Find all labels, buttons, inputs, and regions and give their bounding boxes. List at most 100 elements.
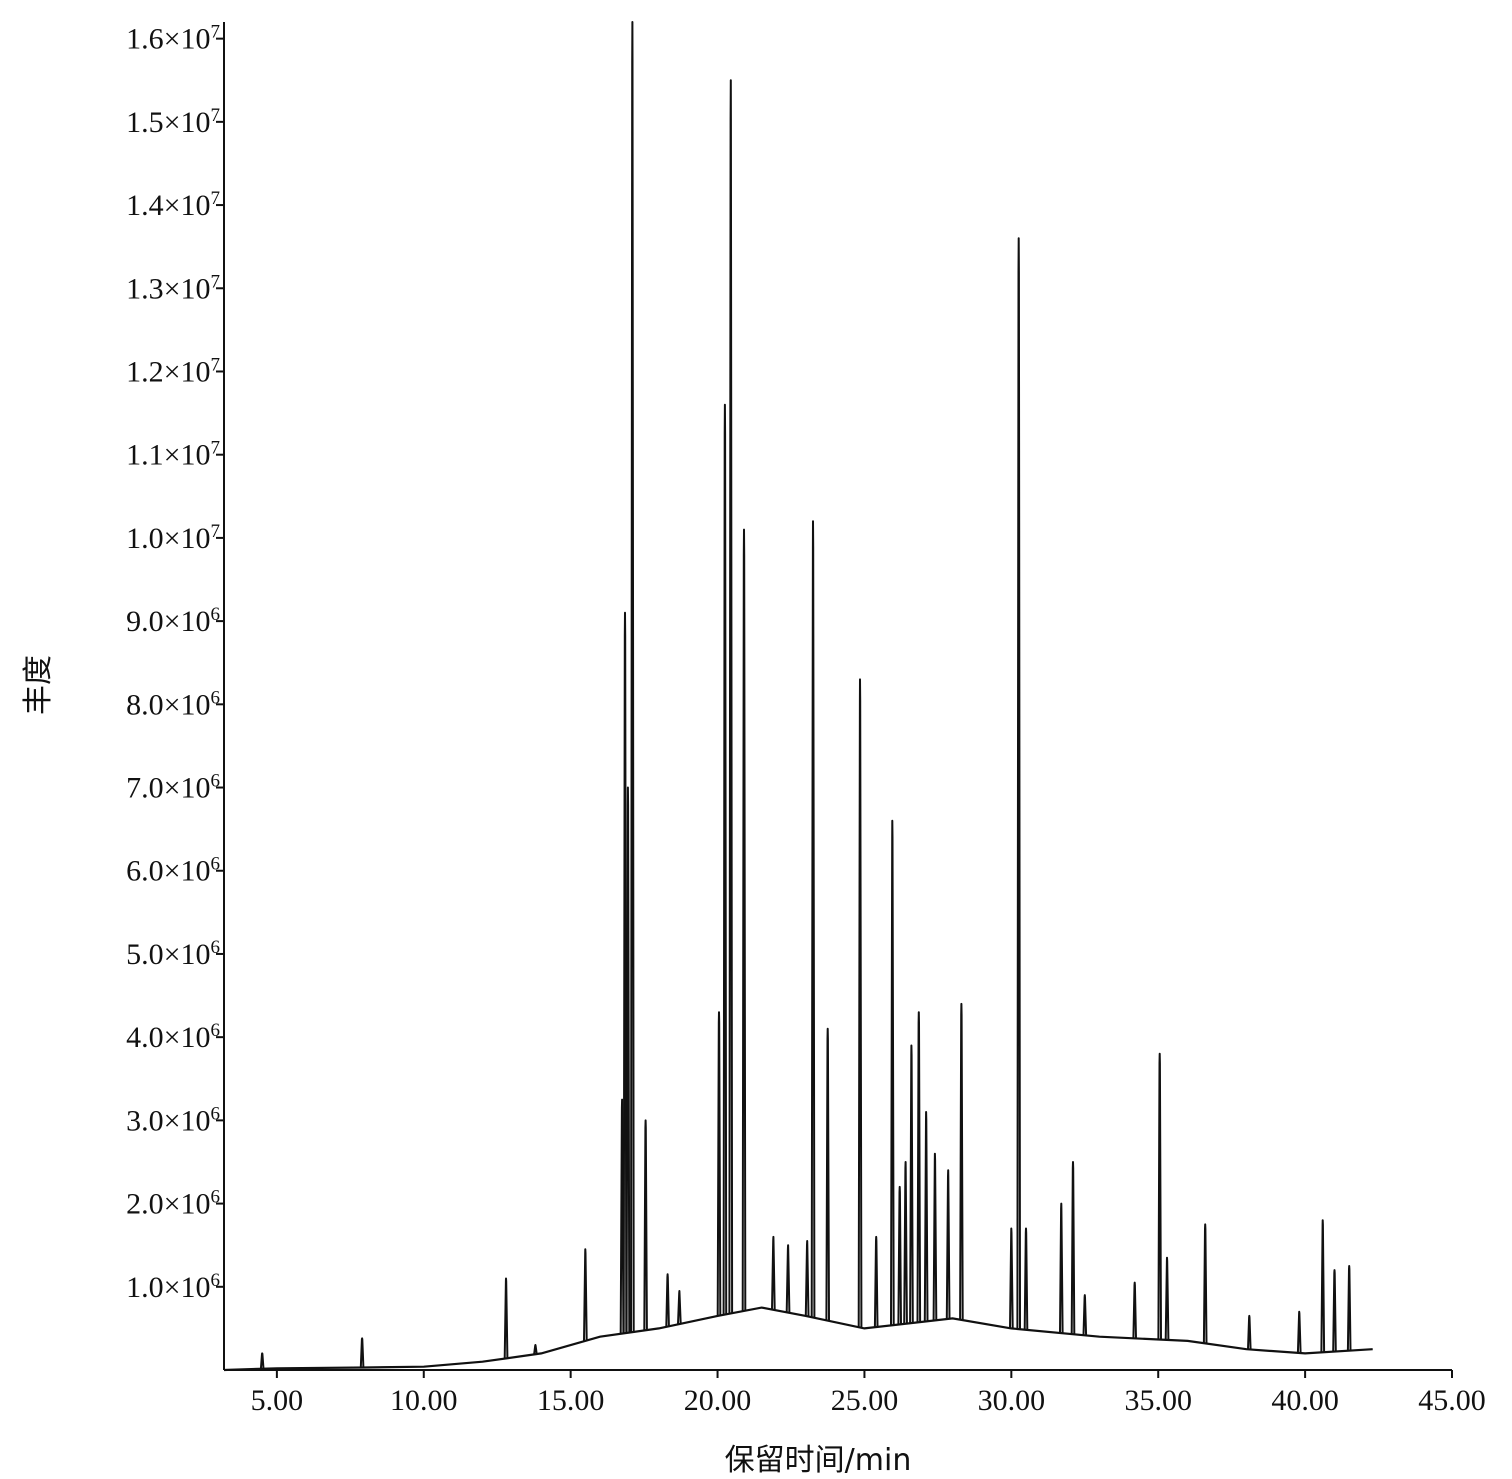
- y-axis-ticks: 1.0×1062.0×1063.0×1064.0×1065.0×1066.0×1…: [126, 22, 224, 1304]
- chromatogram-peak: [1157, 1052, 1162, 1340]
- chromatogram-peak: [810, 520, 816, 1318]
- chromatogram-peak: [890, 819, 895, 1326]
- chromatogram-peak: [785, 1244, 791, 1313]
- chromatogram-peak: [622, 611, 628, 1334]
- chromatogram-peak: [804, 1240, 810, 1317]
- y-tick-label: 5.0×106: [126, 937, 220, 971]
- y-tick-exponent: 7: [211, 438, 221, 459]
- chromatogram-peak: [716, 1011, 722, 1316]
- chromatogram-peak: [959, 1002, 964, 1321]
- chromatogram-peak: [722, 403, 728, 1315]
- x-axis-ticks: 5.00 10.00 15.00 20.00 25.00 30.00 35.00 40.00 4…: [251, 1370, 1486, 1417]
- y-tick-exponent: 6: [211, 604, 221, 625]
- chromatogram-peak: [533, 1344, 538, 1355]
- y-tick-exponent: 7: [211, 521, 221, 542]
- y-tick-label: 6.0×106: [126, 854, 220, 888]
- y-tick-label: 1.5×107: [126, 105, 220, 139]
- y-tick-exponent: 7: [211, 354, 221, 375]
- y-tick-mantissa: 6.0×10: [126, 855, 210, 888]
- x-tick-label: 30.00: [978, 1384, 1046, 1417]
- y-tick-mantissa: 5.0×10: [126, 938, 210, 971]
- y-tick-mantissa: 1.0×10: [126, 522, 210, 555]
- y-tick-label: 1.0×107: [126, 521, 220, 555]
- chromatogram-peak: [1023, 1227, 1029, 1330]
- chromatogram-peak: [359, 1337, 365, 1368]
- chromatogram-peak: [503, 1277, 509, 1359]
- chromatogram-peak: [1320, 1219, 1326, 1353]
- chromatogram-peak: [909, 1044, 914, 1324]
- y-tick-exponent: 6: [211, 687, 221, 708]
- y-tick-mantissa: 1.6×10: [126, 23, 210, 56]
- x-tick-label: 15.00: [537, 1384, 605, 1417]
- chromatogram-peak: [903, 1161, 908, 1324]
- y-tick-mantissa: 9.0×10: [126, 605, 210, 638]
- y-tick-mantissa: 2.0×10: [126, 1188, 210, 1221]
- plot-area: [223, 21, 1373, 1372]
- y-tick-mantissa: 1.2×10: [126, 355, 210, 388]
- y-tick-label: 1.1×107: [126, 438, 220, 472]
- y-tick-exponent: 6: [211, 1270, 221, 1291]
- chromatogram-peak: [677, 1290, 682, 1325]
- y-tick-exponent: 7: [211, 22, 221, 43]
- chromatogram-peak: [1346, 1265, 1352, 1351]
- peak-group: [259, 21, 1352, 1369]
- chromatogram-peak: [665, 1273, 670, 1327]
- chromatogram-peak: [857, 678, 863, 1328]
- chromatogram-peak: [1164, 1256, 1170, 1341]
- chromatogram-peak: [1132, 1281, 1137, 1339]
- chromatogram-peak: [619, 1098, 625, 1334]
- chromatogram-peak: [1009, 1227, 1014, 1329]
- y-tick-mantissa: 8.0×10: [126, 688, 210, 721]
- y-tick-label: 1.2×107: [126, 354, 220, 388]
- y-tick-label: 1.3×107: [126, 271, 220, 305]
- chromatogram-peak: [1016, 237, 1021, 1330]
- y-tick-exponent: 7: [211, 105, 221, 126]
- y-tick-mantissa: 1.4×10: [126, 189, 210, 222]
- y-tick-mantissa: 4.0×10: [126, 1021, 210, 1054]
- x-tick-label: 25.00: [831, 1384, 899, 1417]
- y-tick-label: 4.0×106: [126, 1020, 220, 1054]
- chromatogram-peak: [583, 1248, 588, 1342]
- chromatogram-peak: [897, 1185, 902, 1325]
- chromatogram-peak: [1296, 1310, 1302, 1354]
- chromatogram-peak: [923, 1111, 929, 1322]
- y-tick-label: 1.0×106: [126, 1270, 220, 1304]
- y-tick-exponent: 7: [211, 188, 221, 209]
- chromatogram-peak: [741, 528, 747, 1312]
- chromatogram-peak: [625, 786, 631, 1334]
- chromatogram-peak: [1070, 1161, 1076, 1335]
- y-tick-mantissa: 7.0×10: [126, 772, 210, 805]
- chromatogram-peak: [1332, 1269, 1337, 1352]
- y-tick-exponent: 6: [211, 854, 221, 875]
- x-tick-label: 40.00: [1271, 1384, 1339, 1417]
- y-tick-exponent: 6: [211, 771, 221, 792]
- y-tick-mantissa: 1.0×10: [126, 1271, 210, 1304]
- x-tick-label: 35.00: [1124, 1384, 1192, 1417]
- y-tick-label: 3.0×106: [126, 1103, 220, 1137]
- y-tick-label: 8.0×106: [126, 687, 220, 721]
- chromatogram-peak: [771, 1235, 776, 1311]
- y-tick-mantissa: 1.1×10: [126, 439, 210, 472]
- y-tick-label: 7.0×106: [126, 771, 220, 805]
- x-tick-label: 45.00: [1418, 1384, 1486, 1417]
- y-tick-exponent: 7: [211, 271, 221, 292]
- chromatogram-peak: [1082, 1294, 1088, 1336]
- chromatogram-peak: [1247, 1314, 1252, 1350]
- y-tick-label: 1.6×107: [126, 22, 220, 56]
- chromatogram-peak: [932, 1152, 938, 1321]
- y-tick-mantissa: 3.0×10: [126, 1104, 210, 1137]
- chromatogram-peak: [630, 21, 635, 1333]
- y-tick-exponent: 6: [211, 1103, 221, 1124]
- chromatogram-peak: [916, 1011, 922, 1323]
- y-axis-title: 丰度: [21, 655, 56, 715]
- chromatogram-peak: [259, 1352, 265, 1369]
- y-tick-exponent: 6: [211, 937, 221, 958]
- x-tick-label: 20.00: [684, 1384, 752, 1417]
- y-tick-mantissa: 1.3×10: [126, 272, 210, 305]
- chromatogram-peak: [873, 1235, 879, 1328]
- axes: [223, 22, 1452, 1371]
- x-axis-title: 保留时间/min: [725, 1443, 912, 1478]
- chromatogram-peak: [1059, 1202, 1064, 1334]
- baseline-trace: [223, 1306, 1373, 1372]
